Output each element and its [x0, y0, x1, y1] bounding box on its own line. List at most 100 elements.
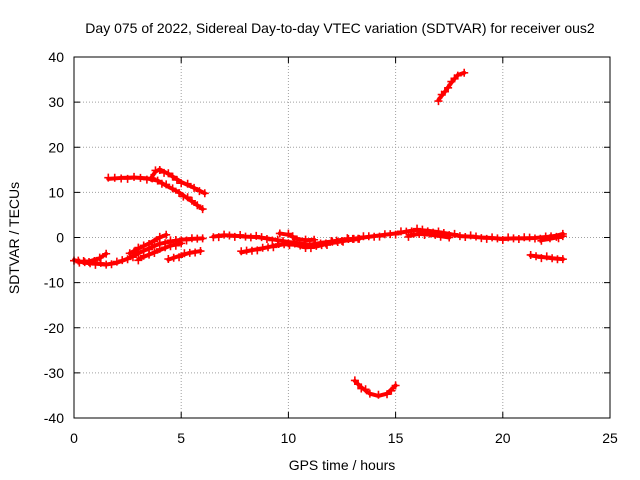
data-point-marker	[241, 232, 250, 241]
data-point-marker	[558, 232, 567, 241]
x-tick-label: 0	[70, 430, 78, 446]
data-point-marker	[190, 183, 199, 192]
data-point-marker	[268, 236, 277, 245]
data-point-marker	[296, 241, 305, 250]
y-tick-label: 30	[48, 94, 64, 110]
data-point-marker	[525, 233, 534, 242]
data-point-marker	[142, 175, 151, 184]
data-point-marker	[145, 239, 154, 248]
data-point-marker	[200, 189, 209, 198]
y-tick-label: 40	[48, 49, 64, 65]
data-point-marker	[290, 239, 299, 248]
data-point-marker	[537, 236, 546, 245]
series-track-12	[275, 229, 319, 244]
series-track-1	[104, 172, 207, 214]
data-point-marker	[275, 229, 284, 238]
data-point-marker	[123, 255, 132, 264]
series-track-6	[74, 249, 111, 267]
data-point-marker	[187, 196, 196, 205]
data-point-marker	[431, 230, 440, 239]
series-line	[106, 175, 205, 212]
data-point-marker	[193, 201, 202, 210]
data-point-marker	[391, 381, 400, 390]
data-point-marker	[183, 193, 192, 202]
series-track-14	[526, 250, 567, 264]
y-tick-label: -20	[44, 320, 64, 336]
data-point-marker	[354, 380, 363, 389]
data-point-marker	[391, 230, 400, 239]
data-point-marker	[558, 255, 567, 264]
data-point-marker	[365, 389, 374, 398]
data-point-marker	[482, 234, 491, 243]
x-tick-label: 25	[602, 430, 618, 446]
data-point-marker	[175, 253, 184, 262]
data-point-marker	[95, 253, 104, 262]
data-point-marker	[262, 235, 271, 244]
data-point-marker	[196, 247, 205, 256]
data-point-marker	[450, 229, 459, 238]
data-point-marker	[191, 248, 200, 257]
series-track-15	[537, 232, 567, 245]
data-point-marker	[284, 229, 293, 238]
data-point-marker	[236, 230, 245, 239]
data-point-marker	[537, 254, 546, 263]
x-axis-label: GPS time / hours	[289, 457, 396, 473]
data-point-marker	[182, 236, 191, 245]
data-point-marker	[162, 230, 171, 239]
series-track-8	[134, 239, 186, 265]
data-point-marker	[466, 231, 475, 240]
data-point-marker	[161, 243, 170, 252]
data-point-marker	[195, 187, 204, 196]
data-point-marker	[155, 165, 164, 174]
data-point-marker	[361, 385, 370, 394]
data-point-marker	[91, 260, 100, 269]
data-point-marker	[172, 175, 181, 184]
y-tick-label: -30	[44, 365, 64, 381]
data-point-marker	[162, 180, 171, 189]
data-point-marker	[139, 251, 148, 260]
data-point-marker	[177, 239, 186, 248]
data-point-marker	[310, 235, 319, 244]
data-point-marker	[183, 179, 192, 188]
data-point-marker	[155, 244, 164, 253]
y-tick-label: 10	[48, 184, 64, 200]
data-point-marker	[147, 173, 156, 182]
data-point-marker	[273, 235, 282, 244]
series-line	[352, 378, 398, 398]
data-point-marker	[387, 386, 396, 395]
data-point-marker	[375, 232, 384, 241]
data-point-marker	[130, 247, 139, 256]
data-point-marker	[125, 249, 134, 258]
data-point-marker	[514, 235, 523, 244]
data-point-marker	[460, 68, 469, 77]
data-point-marker	[436, 232, 445, 241]
data-point-marker	[322, 241, 331, 250]
data-point-marker	[155, 232, 164, 241]
data-point-marker	[198, 205, 207, 214]
data-point-marker	[453, 71, 462, 80]
data-point-marker	[85, 258, 94, 267]
data-point-marker	[488, 233, 497, 242]
y-tick-label: 20	[48, 139, 64, 155]
data-point-marker	[123, 174, 132, 183]
data-point-marker	[225, 231, 234, 240]
data-point-marker	[542, 252, 551, 261]
data-point-marker	[252, 231, 261, 240]
data-point-marker	[420, 230, 429, 239]
data-point-marker	[280, 240, 289, 249]
data-point-marker	[168, 184, 177, 193]
data-point-marker	[461, 232, 470, 241]
data-point-marker	[198, 234, 207, 243]
data-point-marker	[246, 233, 255, 242]
data-point-marker	[253, 246, 262, 255]
data-point-marker	[150, 248, 159, 257]
x-tick-label: 5	[177, 430, 185, 446]
data-point-marker	[413, 224, 422, 233]
data-point-marker	[455, 232, 464, 241]
data-point-marker	[107, 260, 116, 269]
data-point-marker	[134, 256, 143, 265]
series-track-3	[434, 68, 469, 106]
data-point-marker	[90, 257, 99, 266]
data-point-marker	[355, 234, 364, 243]
